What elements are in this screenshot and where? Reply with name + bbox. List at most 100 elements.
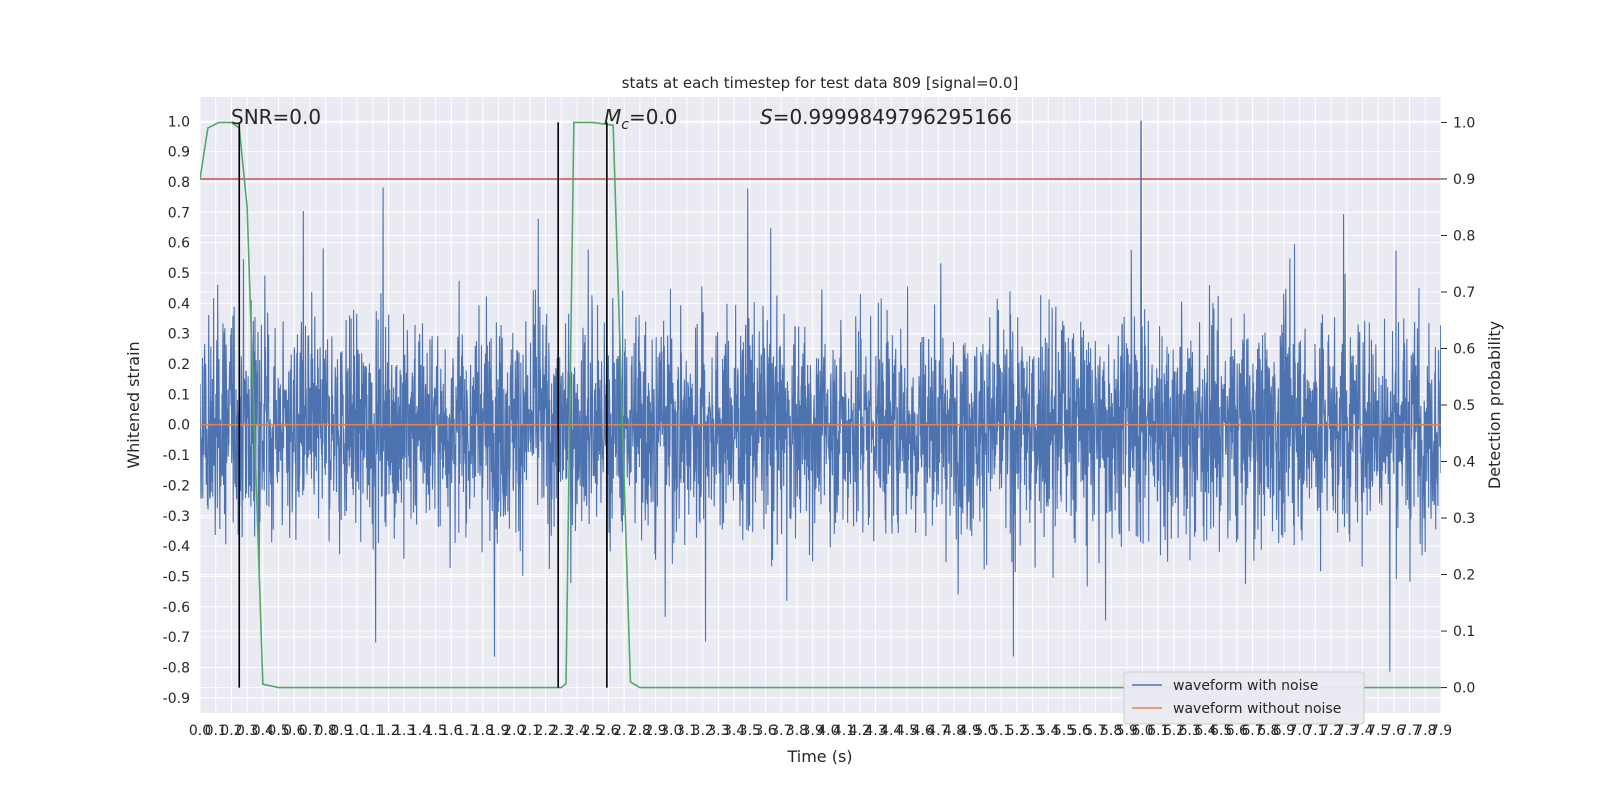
x-tick-label: 6.1: [1147, 723, 1169, 739]
y-tick-label: 0.7: [168, 205, 190, 221]
x-tick-label: 7.7: [1398, 723, 1420, 739]
y2-tick-label: 0.3: [1453, 511, 1475, 527]
x-tick-label: 6.3: [1179, 723, 1201, 739]
x-tick-label: 3.6: [754, 723, 776, 739]
x-tick-label: 1.4: [409, 723, 431, 739]
x-tick-label: 5.3: [1021, 723, 1043, 739]
annotation-s-value: =0.9999849796295166: [773, 105, 1012, 129]
x-tick-label: 5.7: [1084, 723, 1106, 739]
x-tick-label: 4.2: [849, 723, 871, 739]
x-tick-label: 4.9: [959, 723, 981, 739]
x-tick-label: 7.4: [1351, 723, 1373, 739]
x-tick-label: 6.0: [1131, 723, 1153, 739]
y2-tick-label: 0.2: [1453, 568, 1475, 584]
x-tick-label: 6.7: [1241, 723, 1263, 739]
x-tick-label: 1.9: [487, 723, 509, 739]
x-tick-label: 3.3: [707, 723, 729, 739]
x-tick-label: 7.3: [1336, 723, 1358, 739]
y2-tick-label: 0.8: [1453, 228, 1475, 244]
x-tick-label: 4.8: [943, 723, 965, 739]
x-tick-label: 2.2: [534, 723, 556, 739]
y-tick-label: -0.6: [163, 600, 190, 616]
vertical-lines: [238, 122, 608, 688]
x-tick-label: 4.0: [817, 723, 839, 739]
x-tick-label: 0.0: [189, 723, 211, 739]
x-tick-label: 3.0: [660, 723, 682, 739]
x-tick-label: 1.3: [393, 723, 415, 739]
x-tick-label: 3.9: [802, 723, 824, 739]
x-tick-label: 5.1: [990, 723, 1012, 739]
annotation-s-symbol: S: [760, 105, 773, 129]
x-tick-label: 1.2: [377, 723, 399, 739]
x-tick-label: 1.1: [362, 723, 384, 739]
series-layer: [200, 120, 1441, 689]
x-tick-label: 7.1: [1304, 723, 1326, 739]
chart-title: stats at each timestep for test data 809…: [622, 74, 1019, 92]
x-tick-label: 2.3: [550, 723, 572, 739]
y2-tick-label: 0.4: [1453, 455, 1475, 471]
x-tick-label: 2.5: [582, 723, 604, 739]
y-tick-label: 1.0: [168, 114, 190, 130]
x-tick-label: 3.7: [770, 723, 792, 739]
y-tick-label: -0.8: [163, 660, 190, 676]
y-tick-label: -0.3: [163, 509, 190, 525]
annotation-snr: SNR=0.0: [231, 105, 321, 129]
x-tick-label: 0.4: [252, 723, 274, 739]
x-tick-label: 6.8: [1257, 723, 1279, 739]
x-tick-label: 3.5: [739, 723, 761, 739]
x-tick-label: 7.5: [1367, 723, 1389, 739]
x-tick-label: 5.6: [1069, 723, 1091, 739]
y-tick-label: -0.2: [163, 478, 190, 494]
x-tick-label: 7.8: [1414, 723, 1436, 739]
x-tick-label: 5.0: [974, 723, 996, 739]
x-tick-label: 1.6: [440, 723, 462, 739]
x-tick-label: 2.6: [597, 723, 619, 739]
y-axis-label: Whitened strain: [124, 341, 143, 468]
x-tick-label: 2.8: [629, 723, 651, 739]
x-tick-label: 5.9: [1116, 723, 1138, 739]
x-tick-label: 4.3: [864, 723, 886, 739]
y-tick-label: 0.2: [168, 357, 190, 373]
x-tick-label: 0.1: [205, 723, 227, 739]
x-tick-label: 2.9: [644, 723, 666, 739]
x-tick-label: 3.1: [676, 723, 698, 739]
y-tick-label: 0.1: [168, 387, 190, 403]
x-tick-label: 4.4: [880, 723, 902, 739]
x-tick-label: 0.5: [267, 723, 289, 739]
x-tick-label: 6.6: [1226, 723, 1248, 739]
x-tick-label: 1.7: [456, 723, 478, 739]
x-tick-label: 3.8: [786, 723, 808, 739]
x-tick-label: 4.7: [927, 723, 949, 739]
x-tick-label: 4.6: [911, 723, 933, 739]
y2-tick-label: 1.0: [1453, 115, 1475, 131]
x-tick-label: 2.1: [519, 723, 541, 739]
annotation-mc-subscript: c: [621, 117, 629, 133]
x-tick-label: 2.7: [613, 723, 635, 739]
y2-tick-label: 0.7: [1453, 285, 1475, 301]
legend-label-clean: waveform without noise: [1173, 701, 1341, 717]
x-tick-label: 6.4: [1194, 723, 1216, 739]
axes: 0.00.10.20.30.40.50.60.70.80.91.01.11.21…: [163, 114, 1476, 739]
x-tick-label: 3.4: [723, 723, 745, 739]
y2-tick-label: 0.9: [1453, 172, 1475, 188]
y-tick-label: 0.0: [168, 418, 190, 434]
noise-waveform-line: [200, 120, 1441, 672]
x-tick-label: 4.1: [833, 723, 855, 739]
x-tick-label: 5.2: [1006, 723, 1028, 739]
x-tick-label: 0.9: [330, 723, 352, 739]
y-tick-label: -0.1: [163, 448, 190, 464]
x-tick-label: 0.2: [220, 723, 242, 739]
y2-tick-label: 0.6: [1453, 341, 1475, 357]
y-tick-label: 0.5: [168, 266, 190, 282]
y2-tick-label: 0.0: [1453, 681, 1475, 697]
y-tick-label: -0.7: [163, 630, 190, 646]
y-tick-label: 0.6: [168, 236, 190, 252]
x-tick-label: 0.6: [283, 723, 305, 739]
x-tick-label: 0.7: [299, 723, 321, 739]
x-tick-label: 4.5: [896, 723, 918, 739]
y-tick-label: -0.5: [163, 569, 190, 585]
y-tick-label: 0.4: [168, 296, 190, 312]
x-tick-label: 5.5: [1053, 723, 1075, 739]
